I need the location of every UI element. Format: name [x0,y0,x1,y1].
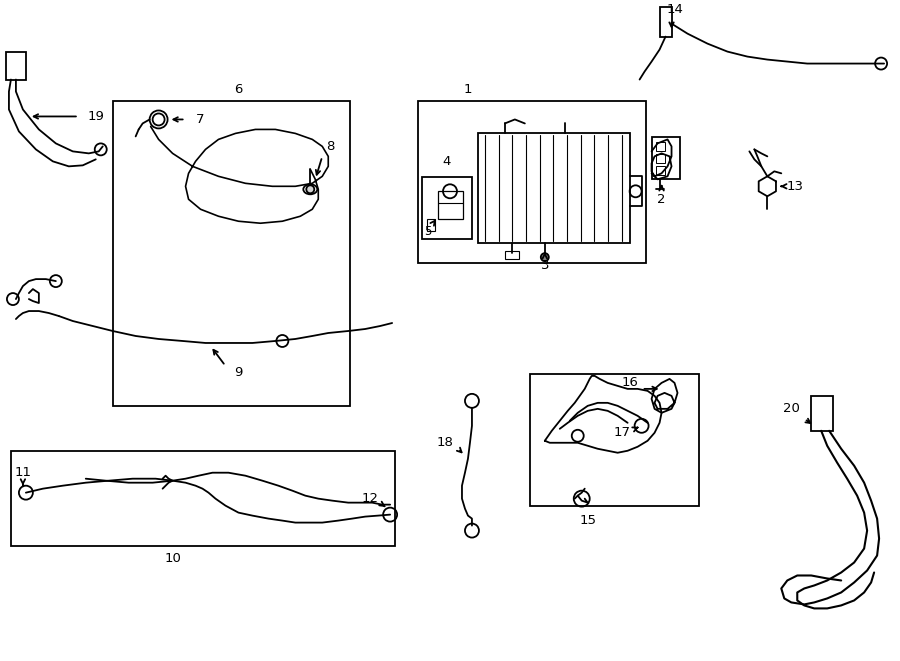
Text: 6: 6 [234,83,243,96]
Bar [422,177,472,239]
Text: 10: 10 [164,552,181,565]
Bar [112,102,350,406]
Bar [660,7,671,36]
Text: 4: 4 [443,155,451,168]
Text: 5: 5 [425,225,432,238]
Bar [427,219,435,231]
Bar [811,396,833,431]
Bar [655,142,664,151]
Text: 16: 16 [621,376,638,389]
Text: 20: 20 [783,403,800,415]
Text: 19: 19 [87,110,104,123]
Text: 18: 18 [436,436,454,449]
Circle shape [153,114,165,126]
Text: 1: 1 [464,83,472,96]
Text: 11: 11 [14,466,32,479]
Text: 9: 9 [234,366,243,379]
Bar [6,52,26,79]
Bar [652,137,680,179]
Bar [655,167,664,175]
Bar [11,451,395,545]
Text: 7: 7 [196,113,205,126]
Text: 3: 3 [541,258,549,272]
Ellipse shape [303,184,318,194]
Circle shape [541,253,549,261]
Bar [478,134,630,243]
Bar [418,102,645,263]
Text: 2: 2 [657,193,666,206]
Text: 14: 14 [666,3,683,16]
Text: 8: 8 [326,140,335,153]
Bar [530,374,699,506]
Text: 12: 12 [362,492,379,505]
Circle shape [306,185,314,193]
Text: 15: 15 [580,514,596,527]
Bar [655,155,664,163]
Text: 13: 13 [787,180,804,193]
Circle shape [149,110,167,128]
Bar [505,251,519,259]
Text: 17: 17 [613,426,630,440]
Bar [438,191,463,219]
